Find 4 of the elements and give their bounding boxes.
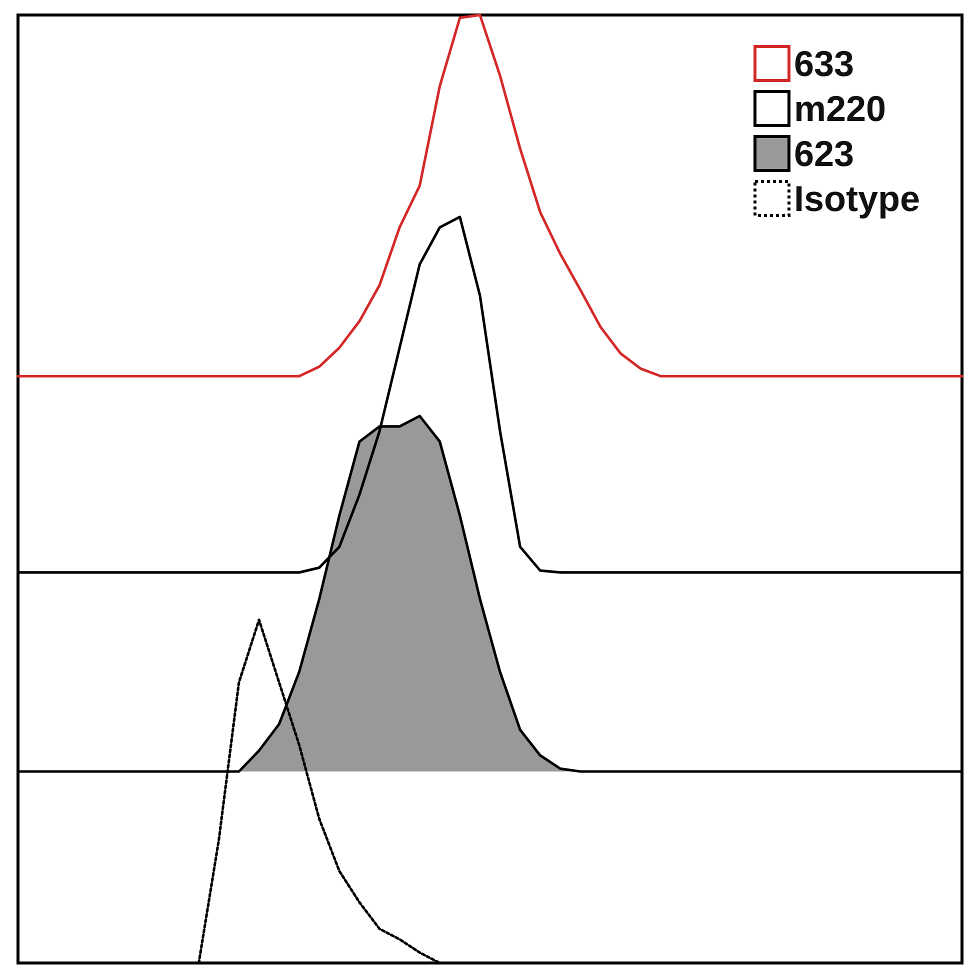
legend-label: 623 (794, 133, 854, 174)
legend-label: 633 (794, 43, 854, 84)
legend-label: m220 (794, 88, 886, 129)
legend-label: Isotype (794, 178, 920, 219)
